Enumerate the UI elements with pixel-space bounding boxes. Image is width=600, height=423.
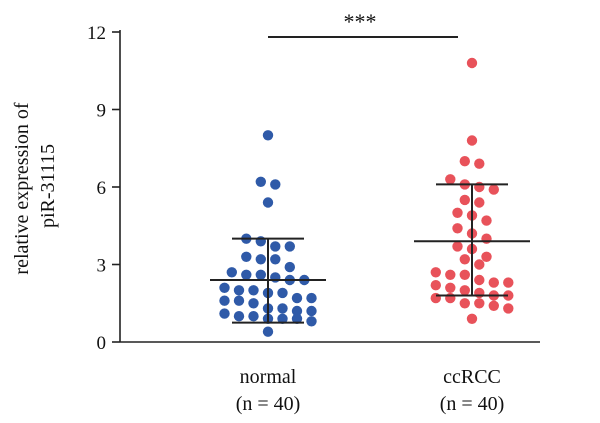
- data-point: [459, 269, 470, 280]
- category-n-ccrcc: (n = 40): [440, 393, 505, 415]
- y-tick-label: 12: [87, 23, 106, 44]
- data-point: [255, 269, 266, 280]
- data-point: [241, 269, 252, 280]
- y-axis-label: relative expression of piR-31115: [11, 97, 59, 274]
- significance-bracket: ***: [268, 9, 458, 38]
- data-point: [262, 326, 274, 337]
- data-point: [481, 251, 492, 262]
- y-axis-label-line-1: relative expression of: [11, 102, 33, 274]
- data-point: [255, 236, 266, 247]
- y-tick-label: 3: [97, 256, 107, 277]
- data-point: [430, 267, 441, 278]
- data-point: [262, 197, 274, 208]
- data-point: [233, 295, 245, 306]
- data-point: [459, 254, 470, 265]
- category-n-normal: (n = 40): [236, 393, 301, 415]
- data-point: [270, 272, 281, 283]
- data-point: [277, 287, 288, 299]
- data-point: [219, 282, 230, 293]
- data-point: [503, 290, 514, 301]
- data-point: [488, 184, 499, 195]
- group-ccrcc: [414, 57, 530, 324]
- category-label-ccrcc: ccRCC: [443, 366, 501, 388]
- data-point: [488, 277, 499, 288]
- data-point: [233, 285, 245, 296]
- data-point: [219, 295, 230, 306]
- y-axis-label-line-2: piR-31115: [37, 144, 59, 228]
- data-point: [445, 174, 456, 185]
- data-point: [459, 298, 470, 309]
- data-point: [306, 305, 317, 317]
- y-tick-label: 9: [97, 101, 107, 122]
- data-point: [466, 313, 478, 324]
- data-point: [445, 269, 456, 280]
- data-point: [248, 311, 259, 322]
- data-point: [459, 285, 470, 296]
- data-point: [503, 303, 514, 314]
- data-point: [430, 292, 441, 304]
- data-point: [474, 158, 485, 169]
- data-point: [262, 130, 274, 141]
- data-point: [219, 308, 230, 319]
- data-point: [248, 298, 259, 309]
- data-point: [466, 135, 478, 146]
- data-point: [255, 254, 266, 265]
- data-point: [474, 181, 485, 193]
- data-point: [474, 298, 485, 309]
- data-point: [248, 285, 259, 296]
- significance-label: ***: [344, 9, 377, 34]
- data-point: [306, 292, 317, 304]
- data-point: [452, 241, 463, 252]
- category-labels: normal (n = 40) ccRCC (n = 40): [236, 366, 505, 415]
- groups: [210, 57, 530, 337]
- data-point: [488, 300, 499, 311]
- data-point: [284, 261, 295, 273]
- data-point: [474, 197, 485, 208]
- data-point: [277, 313, 288, 324]
- group-normal: [210, 130, 326, 337]
- data-point: [459, 194, 470, 206]
- data-point: [452, 207, 463, 218]
- data-point: [481, 233, 492, 244]
- y-tick-label: 0: [97, 333, 107, 354]
- data-point: [474, 274, 485, 286]
- data-point: [474, 259, 485, 270]
- data-point: [445, 292, 456, 304]
- data-point: [291, 292, 303, 304]
- data-point: [452, 223, 463, 234]
- data-point: [255, 176, 266, 187]
- y-ticks: 0 3 6 9 12: [87, 23, 120, 354]
- data-point: [445, 282, 456, 293]
- data-point: [459, 156, 470, 167]
- data-point: [284, 241, 295, 252]
- data-point: [270, 254, 281, 265]
- data-point: [270, 179, 281, 190]
- data-point: [291, 305, 303, 317]
- data-point: [277, 303, 288, 314]
- data-point: [481, 215, 492, 226]
- data-point: [241, 251, 252, 262]
- data-point: [306, 316, 317, 327]
- data-point: [430, 280, 441, 291]
- category-label-normal: normal: [240, 366, 297, 388]
- data-point: [270, 241, 281, 252]
- y-tick-label: 6: [97, 178, 107, 199]
- data-point: [233, 311, 245, 322]
- data-point: [226, 267, 237, 278]
- data-point: [474, 287, 485, 299]
- data-point: [291, 313, 303, 324]
- data-point: [466, 57, 478, 69]
- data-point: [503, 277, 514, 288]
